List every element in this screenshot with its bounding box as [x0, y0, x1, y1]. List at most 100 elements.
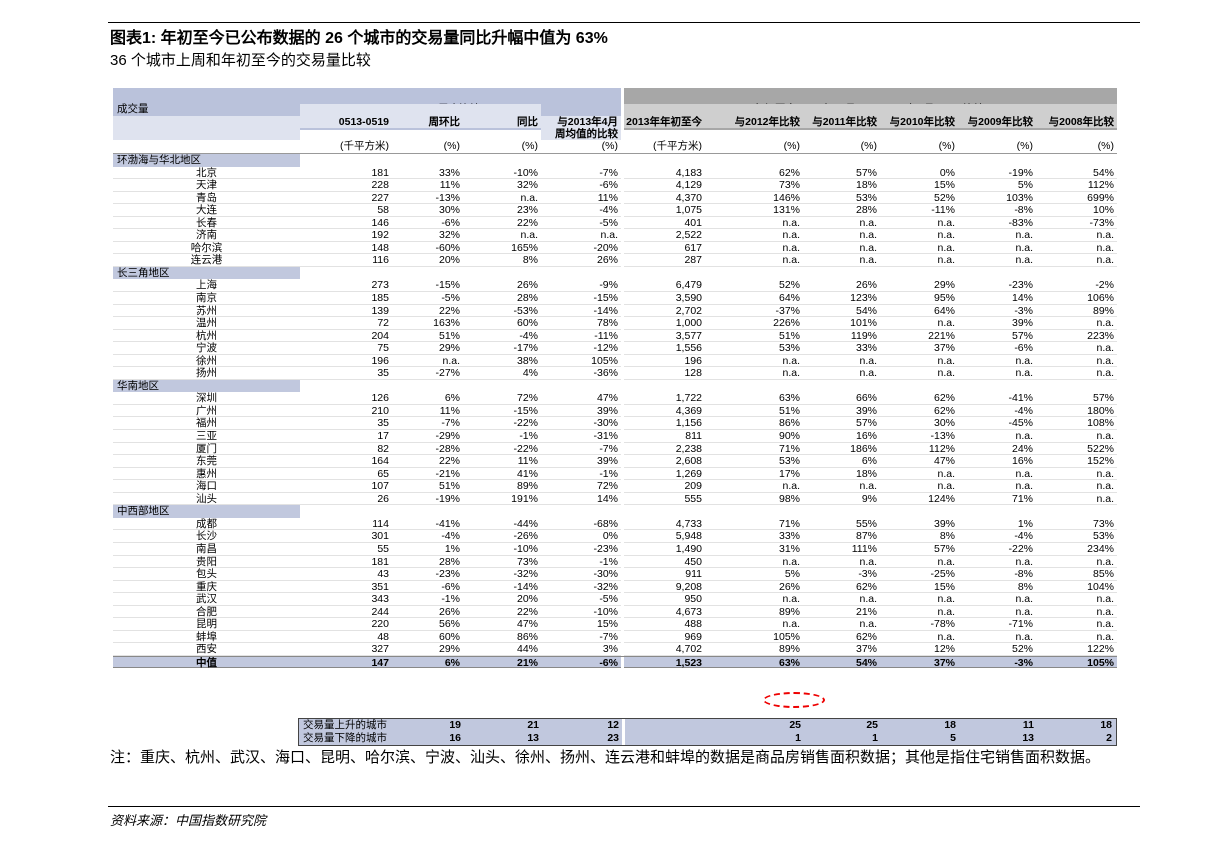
- data-cell: 2,522: [675, 229, 702, 242]
- summary-label: 交易量下降的城市: [303, 732, 387, 744]
- empty-cell: [300, 154, 392, 167]
- data-cell: -6%: [441, 580, 460, 593]
- data-cell: -44%: [513, 517, 538, 530]
- data-cell: 16%: [1011, 455, 1033, 468]
- data-cell: n.a.: [442, 354, 460, 367]
- empty-cell: [880, 154, 958, 167]
- data-cell: 53%: [778, 455, 800, 468]
- data-cell: 51%: [778, 329, 800, 342]
- table-row: 重庆 351 -6% -14% -32% 9,208 26% 62% 15% 8% 104%: [113, 580, 1117, 594]
- median-label: 中值: [196, 656, 217, 669]
- city-name: 惠州: [196, 467, 217, 480]
- data-cell: 22%: [516, 605, 538, 618]
- data-cell: n.a.: [782, 367, 800, 380]
- data-cell: 555: [684, 492, 702, 505]
- column-separator: [621, 342, 624, 355]
- summary-value: 12: [607, 719, 619, 731]
- data-cell: 71%: [778, 517, 800, 530]
- summary-row: 交易量上升的城市 19 21 12 25 25 18 11 18: [299, 719, 1116, 732]
- data-cell: -45%: [1008, 417, 1033, 430]
- data-cell: 56%: [438, 618, 460, 631]
- data-cell: -7%: [599, 442, 618, 455]
- table-row: 成都 114 -41% -44% -68% 4,733 71% 55% 39% 1% 73%: [113, 517, 1117, 531]
- column-separator: [621, 618, 624, 631]
- data-cell: n.a.: [1096, 467, 1114, 480]
- data-cell: -10%: [513, 542, 538, 555]
- summary-value: 5: [950, 732, 956, 744]
- table-row: 苏州 139 22% -53% -14% 2,702 -37% 54% 64% -3% 89%: [113, 304, 1117, 318]
- empty-cell: [880, 267, 958, 280]
- table-row: 惠州 65 -21% 41% -1% 1,269 17% 18% n.a. n.a. n.a.: [113, 467, 1117, 481]
- unit-label: (千平方米): [653, 140, 702, 152]
- data-cell: 101%: [850, 317, 877, 330]
- city-name: 成都: [196, 517, 217, 530]
- column-separator: [621, 455, 624, 468]
- data-cell: 108%: [1087, 417, 1114, 430]
- data-cell: -5%: [599, 593, 618, 606]
- city-name: 南京: [196, 292, 217, 305]
- data-cell: 57%: [933, 542, 955, 555]
- data-cell: n.a.: [782, 254, 800, 267]
- data-cell: 209: [684, 480, 702, 493]
- column-separator: [621, 354, 624, 368]
- data-cell: 0%: [939, 166, 955, 179]
- header-blank: [113, 116, 300, 140]
- data-cell: -41%: [1008, 392, 1033, 405]
- empty-cell: [803, 505, 880, 518]
- data-cell: 327: [371, 643, 389, 656]
- median-cell: -6%: [599, 656, 618, 669]
- empty-cell: [880, 505, 958, 518]
- city-name: 昆明: [196, 618, 217, 631]
- table-row: 连云港 116 20% 8% 26% 287 n.a. n.a. n.a. n.a. n.a.: [113, 254, 1117, 267]
- empty-cell: [392, 505, 463, 518]
- data-cell: n.a.: [520, 191, 538, 204]
- data-cell: 146%: [773, 191, 800, 204]
- data-cell: n.a.: [1015, 254, 1033, 267]
- column-separator: [621, 430, 624, 443]
- data-cell: 51%: [438, 329, 460, 342]
- table-row: 大连 58 30% 23% -4% 1,075 131% 28% -11% -8% 10%: [113, 204, 1117, 217]
- data-cell: 62%: [933, 392, 955, 405]
- data-cell: 11%: [517, 455, 538, 468]
- data-cell: 39%: [1011, 317, 1033, 330]
- data-cell: -11%: [594, 329, 618, 342]
- empty-cell: [1036, 267, 1117, 280]
- data-cell: 3,577: [675, 329, 702, 342]
- data-cell: -60%: [435, 241, 460, 254]
- region-row: 环渤海与华北地区: [113, 154, 1117, 167]
- data-cell: -71%: [1008, 618, 1033, 631]
- data-cell: 17%: [778, 467, 800, 480]
- data-cell: -7%: [441, 417, 460, 430]
- unit-label: (%): [443, 140, 460, 152]
- column-separator: [621, 191, 624, 205]
- data-cell: 16%: [855, 430, 877, 443]
- unit-label: (%): [601, 140, 618, 152]
- empty-cell: [625, 732, 706, 745]
- data-cell: 26%: [516, 279, 538, 292]
- data-cell: 44%: [516, 643, 538, 656]
- data-cell: n.a.: [1015, 367, 1033, 380]
- data-cell: -8%: [1014, 204, 1033, 217]
- data-cell: n.a.: [937, 229, 955, 242]
- summary-value: 19: [449, 719, 461, 731]
- table-row: 贵阳 181 28% 73% -1% 450 n.a. n.a. n.a. n.a. n.a.: [113, 555, 1117, 569]
- column-separator: [621, 404, 624, 418]
- table-row: 杭州 204 51% -4% -11% 3,577 51% 119% 221% 57% 223%: [113, 329, 1117, 343]
- column-separator: [621, 367, 624, 380]
- data-cell: 343: [371, 593, 389, 606]
- city-name: 贵阳: [196, 555, 217, 568]
- data-cell: 969: [684, 630, 702, 643]
- column-separator: [621, 279, 624, 293]
- data-cell: 1,490: [675, 542, 702, 555]
- column-separator: [621, 593, 624, 606]
- empty-cell: [300, 267, 392, 280]
- data-cell: 55: [377, 542, 389, 555]
- data-cell: 226%: [773, 317, 800, 330]
- data-cell: 287: [684, 254, 702, 267]
- table-row: 汕头 26 -19% 191% 14% 555 98% 9% 124% 71% n.a.: [113, 492, 1117, 506]
- empty-cell: [705, 267, 803, 280]
- data-cell: 52%: [1011, 643, 1033, 656]
- data-cell: -22%: [513, 417, 538, 430]
- city-name: 包头: [196, 568, 217, 581]
- data-cell: n.a.: [782, 241, 800, 254]
